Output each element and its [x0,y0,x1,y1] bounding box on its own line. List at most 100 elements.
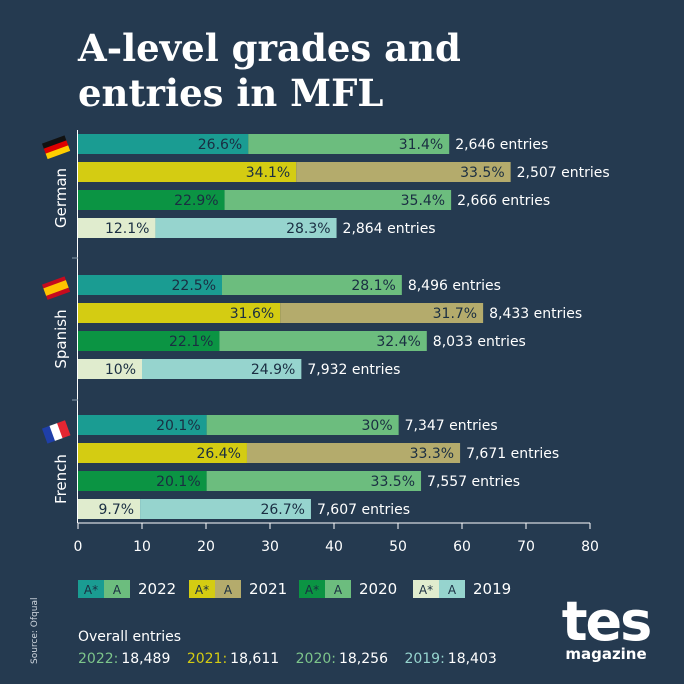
french-flag-icon [41,420,71,444]
source-note: Source: Ofqual [30,597,40,665]
x-tick-label-60: 60 [453,539,471,555]
overall-2019-value: 18,403 [447,651,497,667]
bar-german-2019-a [155,218,337,238]
label-french-2020-astar: 20.1% [156,474,200,490]
legend-2022-astar-label: A* [84,583,98,597]
x-tick-label-80: 80 [581,539,599,555]
logo-magazine: magazine [565,645,647,663]
label-french-2022-a: 30% [362,418,393,434]
bar-spanish-2020-astar [78,331,220,351]
x-tick-label-0: 0 [74,539,83,555]
label-german-2019-a: 28.3% [286,221,330,237]
legend-2019-astar-label: A* [419,583,433,597]
legend-2020-a-label: A [334,583,343,597]
legend-2021-year: 2021 [249,580,287,598]
overall-2021-label: 2021: [186,651,228,667]
entries-french-2020: 7,557 entries [427,474,520,490]
legend-2019-year: 2019 [473,580,511,598]
legend-2022-a-swatch [104,580,130,598]
legend-2021-astar-label: A* [195,583,209,597]
label-german-2020-a: 35.4% [401,193,445,209]
label-spanish-2020-astar: 22.1% [169,334,213,350]
bar-spanish-2022-a [222,275,402,295]
label-spanish-2019-astar: 10% [105,362,136,378]
group-label-german: German [52,168,70,228]
bar-spanish-2021-a [280,303,484,323]
entries-french-2022: 7,347 entries [405,418,498,434]
overall-entries-title: Overall entries [78,629,182,645]
bar-spanish-2019-astar [78,359,142,379]
label-spanish-2020-a: 32.4% [376,334,420,350]
bar-french-2020-a [206,471,422,491]
entries-german-2021: 2,507 entries [517,165,610,181]
legend-2019-a-swatch [439,580,465,598]
x-tick-label-50: 50 [389,539,407,555]
legend-2022-year: 2022 [138,580,176,598]
title-line-2: entries in MFL [78,71,384,115]
entries-french-2019: 7,607 entries [317,502,410,518]
label-german-2021-a: 33.5% [460,165,504,181]
label-german-2020-astar: 22.9% [174,193,218,209]
bar-german-2020-astar [78,190,225,210]
entries-spanish-2022: 8,496 entries [408,278,501,294]
group-label-spanish: Spanish [52,309,70,368]
legend-2021-astar-swatch [189,580,215,598]
bar-french-2022-astar [78,415,207,435]
entries-french-2021: 7,671 entries [466,446,559,462]
entries-german-2022: 2,646 entries [455,137,548,153]
overall-2022-label: 2022: [78,651,119,667]
label-spanish-2022-a: 28.1% [351,278,395,294]
label-french-2020-a: 33.5% [371,474,415,490]
tes-magazine-logo: tes magazine [560,590,653,663]
bar-spanish-2021-astar [78,303,281,323]
x-tick-label-30: 30 [261,539,279,555]
label-spanish-2022-astar: 22.5% [172,278,216,294]
overall-entries-row: 2022: 18,489 2021: 18,611 2020: 18,256 2019… [78,648,500,670]
label-spanish-2019-a: 24.9% [251,362,295,378]
legend-2020-a-swatch [325,580,351,598]
entries-spanish-2019: 7,932 entries [307,362,400,378]
bar-french-2021-astar [78,443,247,463]
overall-2019-label: 2019: [404,651,445,667]
bar-german-2022-a [248,134,450,154]
legend-2020-astar-swatch [299,580,325,598]
label-french-2019-a: 26.7% [260,502,304,518]
entries-german-2020: 2,666 entries [457,193,550,209]
chart-title: A-level grades and entries in MFL [78,26,461,116]
label-german-2021-astar: 34.1% [246,165,290,181]
overall-2022-value: 18,489 [121,651,171,667]
x-tick-label-40: 40 [325,539,343,555]
entries-spanish-2021: 8,433 entries [489,306,582,322]
label-french-2021-a: 33.3% [410,446,454,462]
legend-2021-a-label: A [224,583,233,597]
group-label-french: French [52,454,70,504]
label-german-2019-astar: 12.1% [105,221,149,237]
overall-2020-label: 2020: [295,651,336,667]
overall-2021-value: 18,611 [230,651,280,667]
x-tick-label-10: 10 [133,539,151,555]
entries-german-2019: 2,864 entries [343,221,436,237]
bar-german-2019-astar [78,218,156,238]
x-tick-label-20: 20 [197,539,215,555]
bar-french-2021-a [246,443,461,463]
bar-french-2019-astar [78,499,141,519]
bar-german-2022-astar [78,134,249,154]
label-german-2022-a: 31.4% [399,137,443,153]
label-french-2022-astar: 20.1% [156,418,200,434]
bar-german-2020-a [224,190,452,210]
bar-spanish-2019-a [142,359,302,379]
legend-2019-astar-swatch [413,580,439,598]
bar-french-2022-a [206,415,399,435]
bar-spanish-2022-astar [78,275,222,295]
spanish-flag-icon [41,276,71,300]
label-german-2022-astar: 26.6% [198,137,242,153]
label-french-2021-astar: 26.4% [196,446,240,462]
bar-german-2021-astar [78,162,297,182]
logo-tes: tes [561,590,653,653]
title-line-1: A-level grades and [78,26,461,70]
overall-2020-value: 18,256 [338,651,388,667]
label-french-2019-astar: 9.7% [99,502,135,518]
bar-french-2019-a [140,499,311,519]
